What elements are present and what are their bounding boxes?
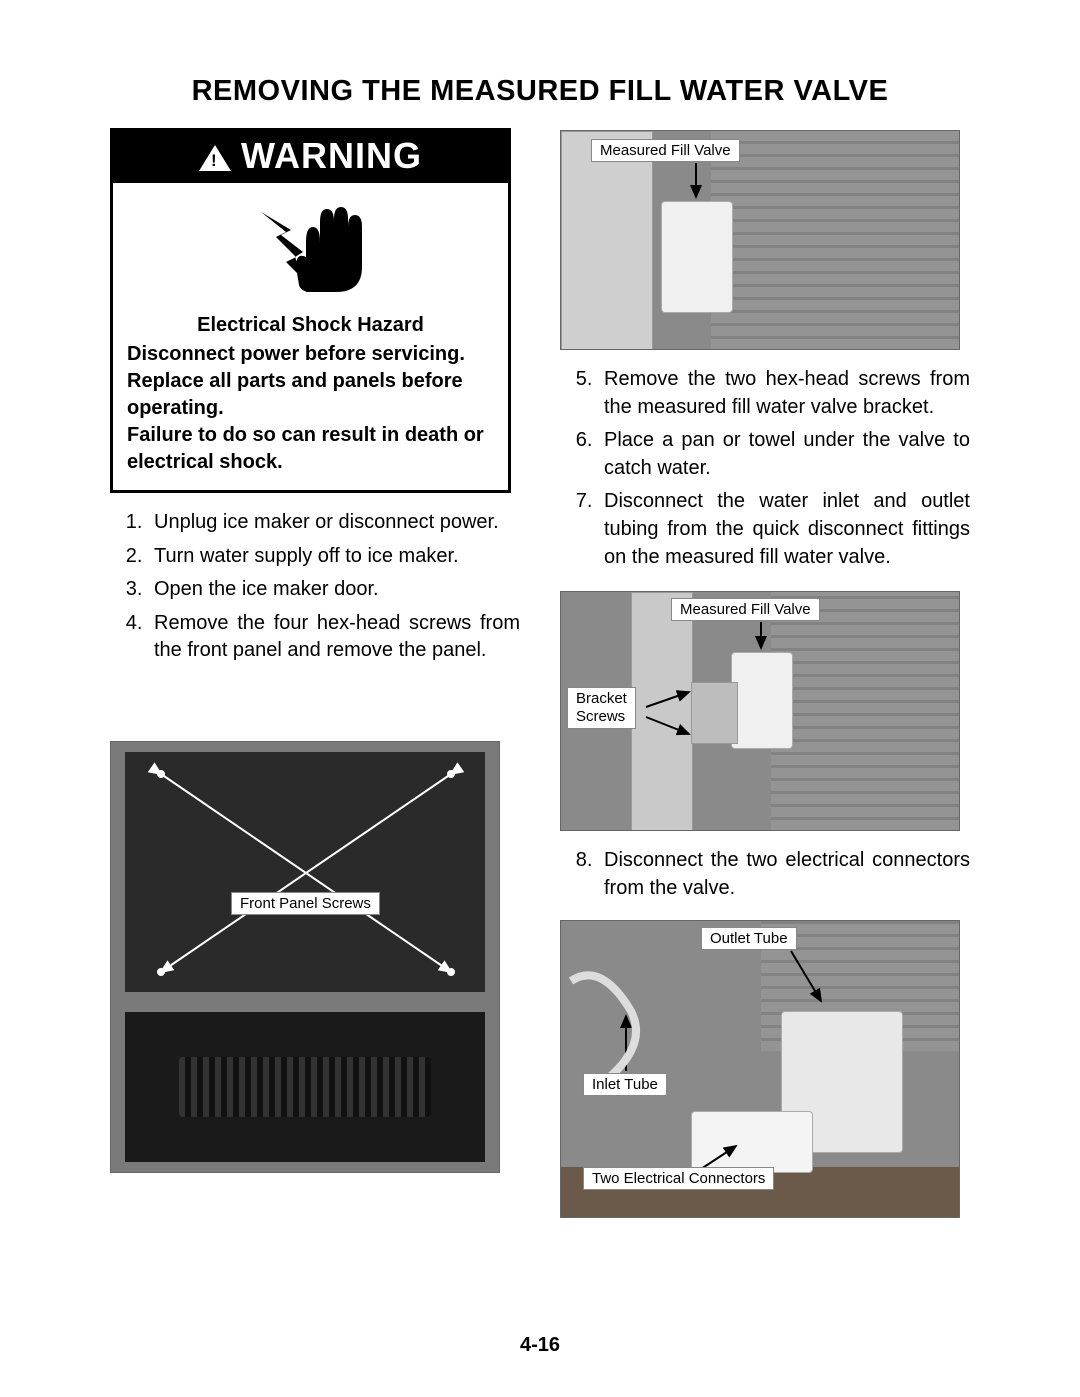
figure-bracket-screws: Measured Fill Valve Bracket Screws	[560, 591, 960, 831]
step-item: Open the ice maker door.	[148, 576, 520, 604]
step-item: Remove the four hex-head screws from the…	[148, 610, 520, 665]
right-column: Measured Fill Valve Remove the two hex-h…	[560, 118, 970, 1218]
hazard-title: Electrical Shock Hazard	[127, 312, 494, 339]
steps-left: Unplug ice maker or disconnect power. Tu…	[110, 509, 520, 671]
warning-header: WARNING	[113, 131, 508, 183]
label-front-panel-screws: Front Panel Screws	[231, 892, 380, 915]
label-outlet-tube: Outlet Tube	[701, 927, 797, 950]
step-item: Remove the two hex-head screws from the …	[598, 366, 970, 421]
figure-connectors: Outlet Tube Inlet Tube Two Electrical Co…	[560, 920, 960, 1218]
step-item: Disconnect the water inlet and outlet tu…	[598, 488, 970, 571]
step-item: Place a pan or towel under the valve to …	[598, 427, 970, 482]
page-number: 4-16	[0, 1334, 1080, 1357]
two-column-layout: WARNING Electrical Shock Hazard Disconne…	[110, 118, 970, 1218]
step-item: Turn water supply off to ice maker.	[148, 543, 520, 571]
steps-right-b: Disconnect the two electrical connectors…	[560, 847, 970, 908]
warning-text: Electrical Shock Hazard Disconnect power…	[113, 312, 508, 490]
figure-valve-top: Measured Fill Valve	[560, 130, 960, 350]
warning-line-3: Failure to do so can result in death or …	[127, 424, 484, 473]
label-measured-fill-valve: Measured Fill Valve	[591, 139, 740, 162]
label-inlet-tube: Inlet Tube	[583, 1073, 667, 1096]
figure-front-panel: Front Panel Screws	[110, 741, 500, 1173]
warning-word: WARNING	[241, 135, 422, 177]
step-item: Unplug ice maker or disconnect power.	[148, 509, 520, 537]
shock-hand-icon	[113, 183, 508, 312]
alert-triangle-icon	[199, 145, 231, 171]
label-measured-fill-valve-2: Measured Fill Valve	[671, 598, 820, 621]
warning-line-2: Replace all parts and panels before oper…	[127, 370, 463, 419]
steps-right-a: Remove the two hex-head screws from the …	[560, 366, 970, 577]
warning-line-1: Disconnect power before servicing.	[127, 343, 465, 365]
warning-box: WARNING Electrical Shock Hazard Disconne…	[110, 128, 511, 493]
label-two-electrical-connectors: Two Electrical Connectors	[583, 1167, 774, 1190]
manual-page: REMOVING THE MEASURED FILL WATER VALVE W…	[0, 0, 1080, 1397]
page-title: REMOVING THE MEASURED FILL WATER VALVE	[110, 75, 970, 108]
left-column: WARNING Electrical Shock Hazard Disconne…	[110, 118, 520, 1218]
label-bracket-screws: Bracket Screws	[567, 687, 636, 729]
step-item: Disconnect the two electrical connectors…	[598, 847, 970, 902]
